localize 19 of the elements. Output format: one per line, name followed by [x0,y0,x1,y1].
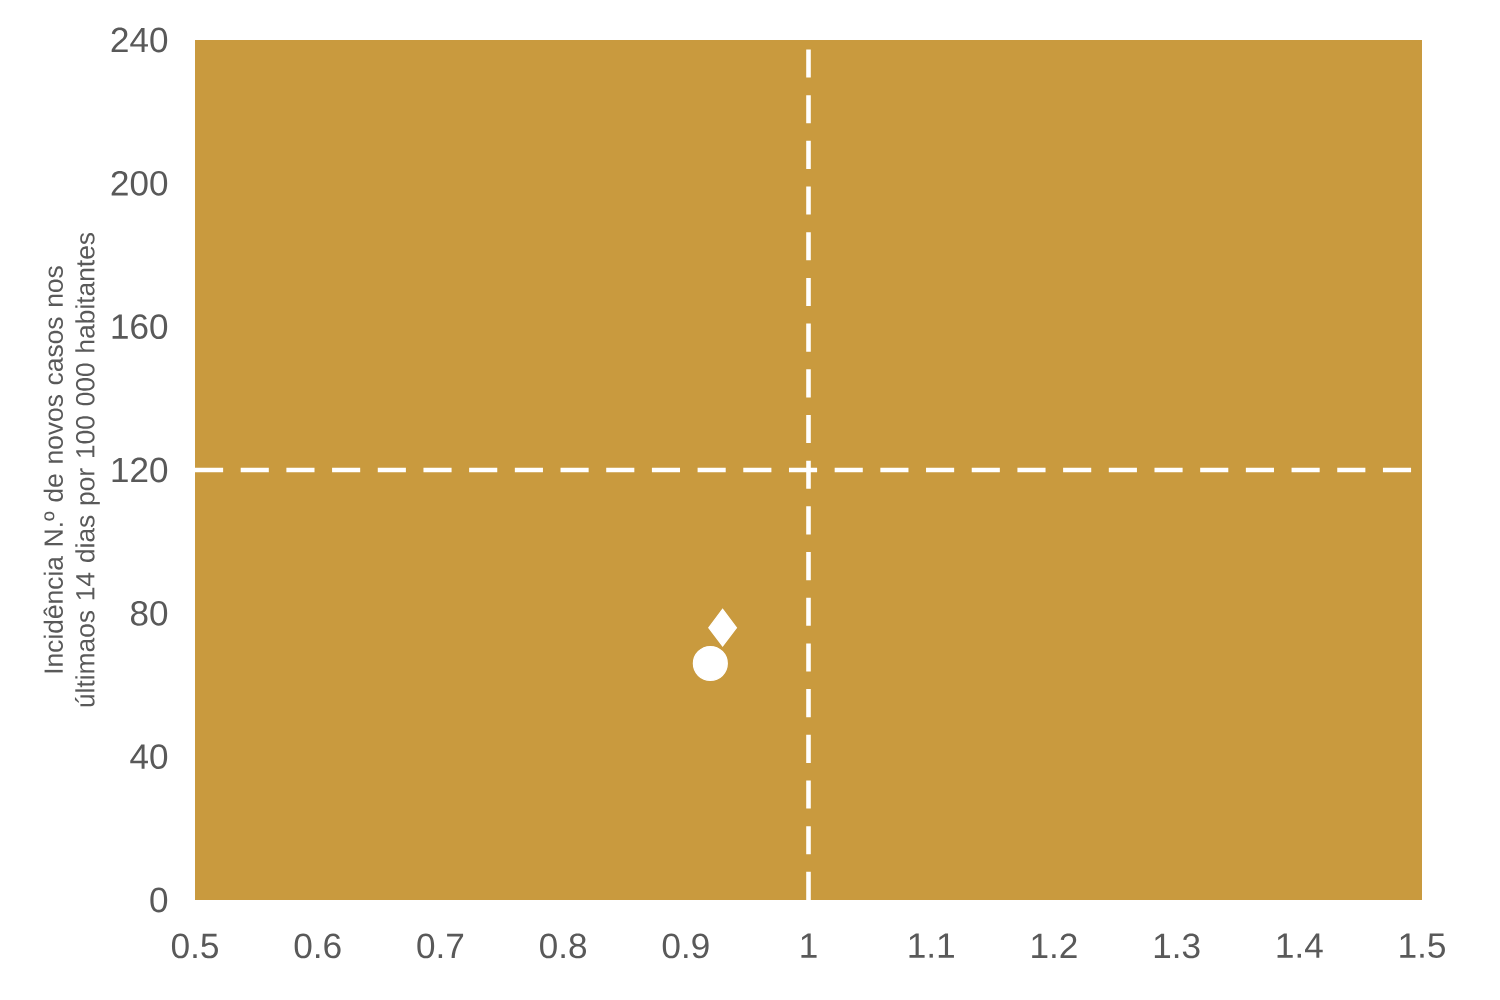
x-tick-label: 0.7 [417,933,464,959]
x-tick-label: 1.1 [909,933,954,958]
x-tick-label: 0.9 [662,933,709,959]
y-tick-label: 120 [112,457,168,483]
y-axis-title: Incidência N.º de novos casos nos últimaos 14 dias por 100 000 habitantes [43,232,100,707]
x-tick-label: 0.5 [171,933,218,959]
x-tick-label: 1 [801,933,817,958]
x-tick-label: 1.5 [1400,933,1445,958]
y-tick-label: 160 [112,314,168,340]
y-tick-label: 0 [150,887,168,913]
x-tick-label: 0.8 [540,933,587,959]
y-tick-label: 80 [130,600,168,626]
y-tick-label: 240 [111,27,168,53]
x-tick-label: 1.4 [1277,933,1323,958]
x-tick-label: 1.2 [1032,933,1077,959]
x-tick-label: 1.3 [1154,933,1200,959]
y-tick-label: 40 [130,744,168,770]
y-tick-label: 200 [111,170,168,196]
x-tick-label: 0.6 [294,933,341,959]
